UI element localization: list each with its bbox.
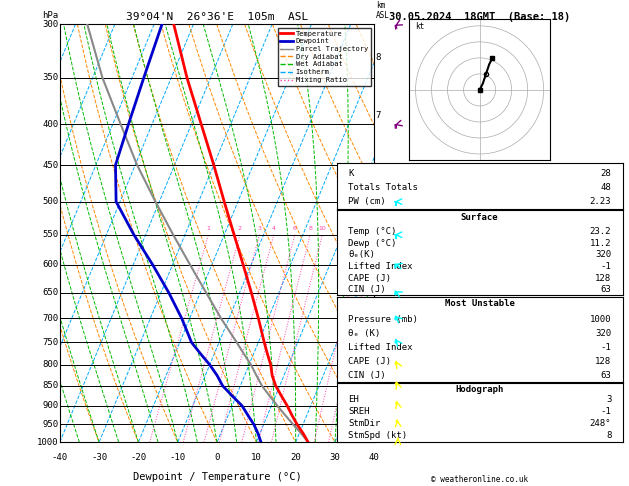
Text: CIN (J): CIN (J) (348, 285, 386, 294)
Text: 8: 8 (376, 53, 381, 62)
Text: 128: 128 (595, 357, 611, 365)
Text: 63: 63 (601, 285, 611, 294)
Text: -1: -1 (601, 343, 611, 352)
Text: 7: 7 (376, 111, 381, 120)
Text: 600: 600 (42, 260, 58, 269)
Text: 5: 5 (376, 230, 381, 239)
Text: 0: 0 (214, 453, 220, 462)
Text: 20: 20 (359, 226, 366, 230)
Text: -40: -40 (52, 453, 68, 462)
Text: CIN (J): CIN (J) (348, 370, 386, 380)
Text: 1000: 1000 (590, 315, 611, 324)
Text: CAPE (J): CAPE (J) (348, 357, 391, 365)
Text: Totals Totals: Totals Totals (348, 183, 418, 192)
Text: 950: 950 (42, 420, 58, 429)
Text: 6: 6 (293, 226, 297, 230)
Text: 40: 40 (369, 453, 380, 462)
Text: Hodograph: Hodograph (455, 385, 504, 394)
Text: 500: 500 (42, 197, 58, 206)
Text: 6: 6 (376, 175, 381, 185)
Text: 4: 4 (376, 278, 381, 286)
Text: 10: 10 (251, 453, 262, 462)
Text: PW (cm): PW (cm) (348, 197, 386, 207)
Legend: Temperature, Dewpoint, Parcel Trajectory, Dry Adiabat, Wet Adiabat, Isotherm, Mi: Temperature, Dewpoint, Parcel Trajectory… (277, 28, 370, 86)
Text: Most Unstable: Most Unstable (445, 299, 515, 309)
Text: 3: 3 (257, 226, 262, 230)
Text: 450: 450 (42, 160, 58, 170)
Text: 20: 20 (290, 453, 301, 462)
Text: 1: 1 (376, 401, 381, 410)
Text: 30.05.2024  18GMT  (Base: 18): 30.05.2024 18GMT (Base: 18) (389, 12, 571, 22)
Text: 4: 4 (272, 226, 276, 230)
Text: 48: 48 (601, 183, 611, 192)
Text: θₑ(K): θₑ(K) (348, 250, 375, 260)
Text: 2: 2 (238, 226, 242, 230)
Text: 1000: 1000 (36, 438, 58, 447)
Text: Surface: Surface (461, 213, 498, 222)
Text: kt: kt (416, 22, 425, 31)
Text: CAPE (J): CAPE (J) (348, 274, 391, 282)
Text: 128: 128 (595, 274, 611, 282)
Text: hPa: hPa (42, 11, 58, 20)
Text: 3: 3 (606, 396, 611, 404)
Text: 248°: 248° (590, 419, 611, 428)
Text: 320: 320 (595, 250, 611, 260)
Text: 8: 8 (308, 226, 312, 230)
Text: 550: 550 (42, 230, 58, 239)
Text: 350: 350 (42, 73, 58, 82)
Text: 2.23: 2.23 (590, 197, 611, 207)
Text: StmSpd (kt): StmSpd (kt) (348, 431, 407, 440)
Text: Lifted Index: Lifted Index (348, 262, 413, 271)
Text: Dewp (°C): Dewp (°C) (348, 239, 396, 248)
Text: θₑ (K): θₑ (K) (348, 329, 380, 338)
Text: Lifted Index: Lifted Index (348, 343, 413, 352)
Text: -30: -30 (91, 453, 107, 462)
Text: 30: 30 (330, 453, 340, 462)
Text: 700: 700 (42, 314, 58, 323)
Text: 320: 320 (595, 329, 611, 338)
Text: 23.2: 23.2 (590, 227, 611, 236)
Text: 39°04'N  26°36'E  105m  ASL: 39°04'N 26°36'E 105m ASL (126, 12, 308, 22)
Text: SREH: SREH (348, 407, 369, 417)
Text: StmDir: StmDir (348, 419, 380, 428)
Text: 63: 63 (601, 370, 611, 380)
Text: -10: -10 (170, 453, 186, 462)
Text: -20: -20 (130, 453, 147, 462)
Text: 750: 750 (42, 338, 58, 347)
Text: EH: EH (348, 396, 359, 404)
Text: 300: 300 (42, 20, 58, 29)
Text: 10: 10 (318, 226, 326, 230)
Text: 850: 850 (42, 382, 58, 390)
Text: 8: 8 (606, 431, 611, 440)
Text: 800: 800 (42, 360, 58, 369)
Text: Dewpoint / Temperature (°C): Dewpoint / Temperature (°C) (133, 471, 301, 482)
Text: K: K (348, 169, 353, 178)
Text: 3: 3 (376, 314, 381, 323)
Text: Pressure (mb): Pressure (mb) (348, 315, 418, 324)
Text: 2: 2 (376, 360, 381, 369)
Text: 650: 650 (42, 288, 58, 297)
Text: 900: 900 (42, 401, 58, 410)
Text: LCL: LCL (376, 389, 390, 399)
Text: 400: 400 (42, 120, 58, 129)
Text: Temp (°C): Temp (°C) (348, 227, 396, 236)
Text: 11.2: 11.2 (590, 239, 611, 248)
Text: 1: 1 (206, 226, 210, 230)
Text: km
ASL: km ASL (376, 0, 390, 20)
Text: 25: 25 (372, 226, 379, 230)
Text: -1: -1 (601, 262, 611, 271)
Text: © weatheronline.co.uk: © weatheronline.co.uk (431, 474, 528, 484)
Text: -1: -1 (601, 407, 611, 417)
Text: 28: 28 (601, 169, 611, 178)
